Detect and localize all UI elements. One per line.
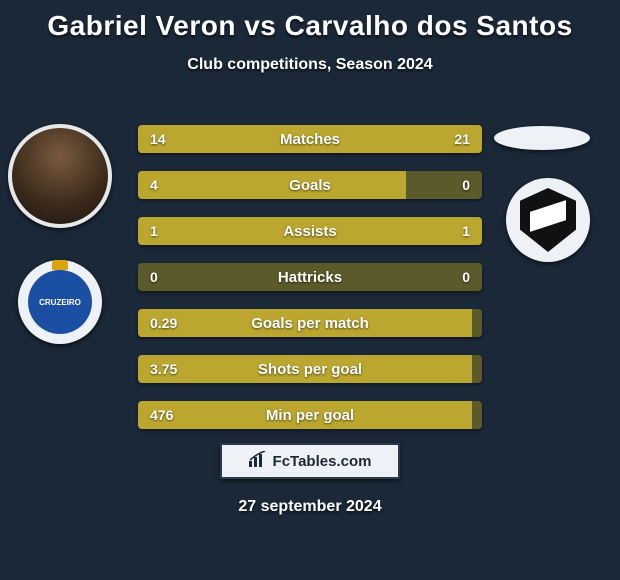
stat-row: 0.29Goals per match	[138, 309, 482, 337]
stat-label: Hattricks	[138, 263, 482, 291]
stat-row: 00Hattricks	[138, 263, 482, 291]
snapshot-date: 27 september 2024	[0, 498, 620, 516]
brand-text: FcTables.com	[273, 453, 372, 470]
player-right-club-badge	[506, 178, 590, 262]
stat-label: Min per goal	[138, 401, 482, 429]
badge-left-text: CRUZEIRO	[39, 298, 81, 307]
stat-row: 11Assists	[138, 217, 482, 245]
comparison-title: Gabriel Veron vs Carvalho dos Santos	[0, 0, 620, 42]
stats-area: 1421Matches 40Goals 11Assists 00Hattricks 0.…	[138, 125, 482, 447]
player-left-club-badge: CRUZEIRO	[18, 260, 102, 344]
stat-row: 1421Matches	[138, 125, 482, 153]
stat-label: Assists	[138, 217, 482, 245]
stat-label: Matches	[138, 125, 482, 153]
stat-label: Goals per match	[138, 309, 482, 337]
stat-label: Shots per goal	[138, 355, 482, 383]
comparison-subtitle: Club competitions, Season 2024	[0, 56, 620, 74]
stat-row: 40Goals	[138, 171, 482, 199]
brand-box: FcTables.com	[220, 443, 400, 479]
stat-label: Goals	[138, 171, 482, 199]
player-left-avatar	[8, 124, 112, 228]
stat-row: 476Min per goal	[138, 401, 482, 429]
stat-row: 3.75Shots per goal	[138, 355, 482, 383]
player-right-avatar-placeholder	[494, 126, 590, 150]
brand-chart-icon	[249, 451, 267, 471]
